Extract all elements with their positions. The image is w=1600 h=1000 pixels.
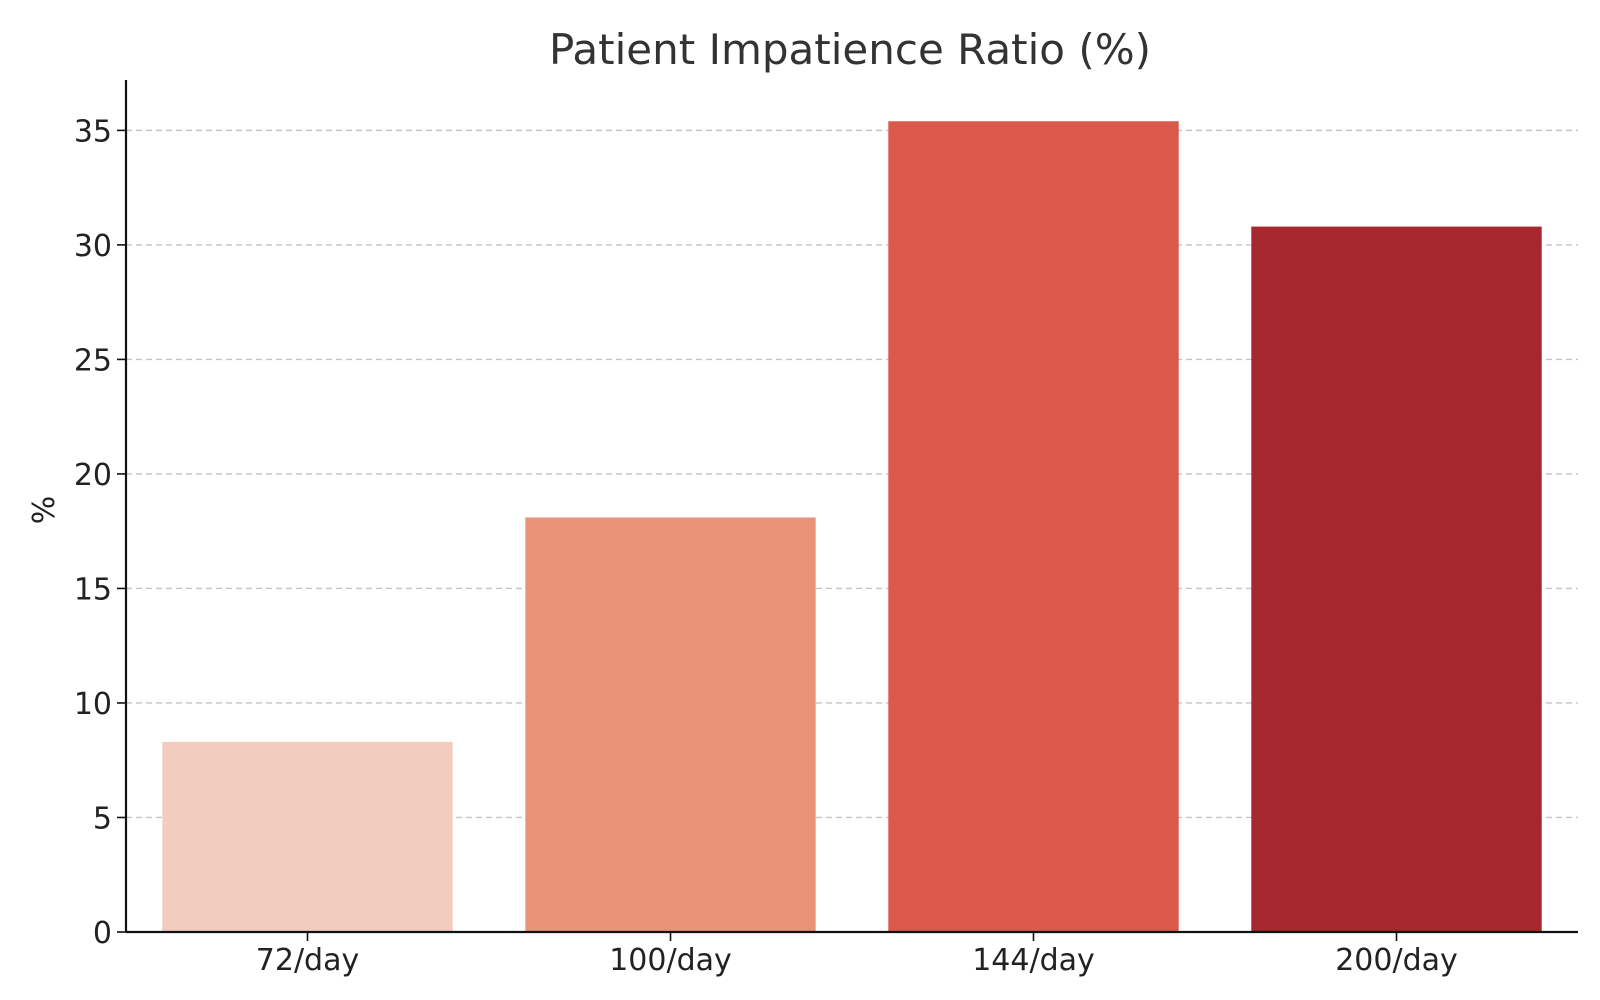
bar-100-day <box>525 517 816 932</box>
y-tick-label: 0 <box>93 916 112 951</box>
y-axis-label: % <box>27 496 62 525</box>
y-tick-label: 35 <box>74 114 112 149</box>
y-tick-labels: 0 5 10 15 20 25 30 35 <box>74 114 112 951</box>
y-tick-label: 5 <box>93 801 112 836</box>
y-tick-label: 15 <box>74 572 112 607</box>
x-tick-label: 72/day <box>256 943 359 978</box>
y-tick-label: 30 <box>74 229 112 264</box>
y-tick-label: 10 <box>74 687 112 722</box>
y-tick-label: 20 <box>74 458 112 493</box>
x-tick-label: 200/day <box>1335 943 1458 978</box>
axes <box>117 80 1578 941</box>
chart-title: Patient Impatience Ratio (%) <box>549 25 1151 74</box>
y-gridlines <box>126 129 1578 819</box>
x-tick-label: 100/day <box>609 943 732 978</box>
x-tick-label: 144/day <box>972 943 1095 978</box>
x-tick-labels: 72/day 100/day 144/day 200/day <box>256 943 1458 978</box>
bar-72-day <box>162 741 453 932</box>
bar-200-day <box>1251 226 1542 933</box>
bars <box>162 121 1542 933</box>
bar-144-day <box>888 121 1179 932</box>
y-tick-label: 25 <box>74 343 112 378</box>
